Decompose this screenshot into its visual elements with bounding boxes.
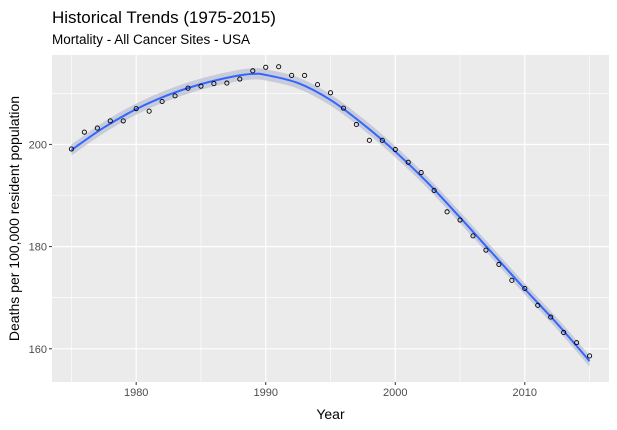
data-point xyxy=(587,353,593,359)
chart-title: Historical Trends (1975-2015) xyxy=(52,8,276,27)
data-point xyxy=(535,302,541,308)
data-point xyxy=(470,233,476,239)
data-point xyxy=(81,129,87,135)
data-point xyxy=(574,340,580,346)
y-tick-label: 160 xyxy=(29,344,47,356)
x-tick-label: 1980 xyxy=(124,387,148,399)
data-point xyxy=(107,118,113,124)
y-tick-label: 200 xyxy=(29,139,47,151)
data-point xyxy=(327,90,334,96)
data-point xyxy=(263,64,269,70)
data-point xyxy=(159,98,165,105)
data-point xyxy=(250,68,256,74)
data-point xyxy=(172,93,178,99)
data-point xyxy=(522,285,528,292)
data-point xyxy=(146,108,152,114)
data-point xyxy=(418,169,424,176)
data-points xyxy=(68,64,593,359)
data-point xyxy=(561,329,567,335)
data-point xyxy=(548,314,554,320)
y-axis-ticks: 160 180 200 xyxy=(29,139,52,356)
data-point xyxy=(509,277,515,283)
x-tick-label: 2000 xyxy=(383,387,407,399)
data-point xyxy=(444,209,450,215)
data-point xyxy=(237,76,243,82)
data-point xyxy=(483,247,489,253)
data-point xyxy=(431,187,437,193)
data-point xyxy=(185,85,191,91)
data-point xyxy=(224,80,230,86)
data-point xyxy=(366,137,372,143)
data-point xyxy=(94,125,100,131)
data-point xyxy=(405,159,411,165)
data-point xyxy=(289,72,295,78)
data-point xyxy=(496,261,502,268)
x-tick-label: 2010 xyxy=(513,387,537,399)
x-tick-label: 1990 xyxy=(253,387,277,399)
data-point xyxy=(211,81,217,87)
data-point xyxy=(392,146,398,153)
data-point xyxy=(68,146,74,152)
data-point xyxy=(379,137,385,143)
chart-subtitle: Mortality - All Cancer Sites - USA xyxy=(52,32,251,47)
data-point xyxy=(276,64,282,70)
major-gridlines xyxy=(52,55,609,382)
data-point xyxy=(457,217,463,223)
data-point xyxy=(340,105,347,111)
data-point xyxy=(120,118,126,124)
data-point xyxy=(133,106,139,112)
data-point xyxy=(198,83,204,89)
smooth-trend-line xyxy=(70,72,591,362)
x-axis-title: Year xyxy=(316,406,345,422)
y-axis-title: Deaths per 100,000 resident population xyxy=(6,96,22,341)
data-point xyxy=(353,121,359,128)
x-axis-ticks: 1980 1990 2000 2010 xyxy=(124,382,537,399)
y-tick-label: 180 xyxy=(29,242,47,254)
data-point xyxy=(302,72,308,78)
data-point xyxy=(314,82,321,88)
